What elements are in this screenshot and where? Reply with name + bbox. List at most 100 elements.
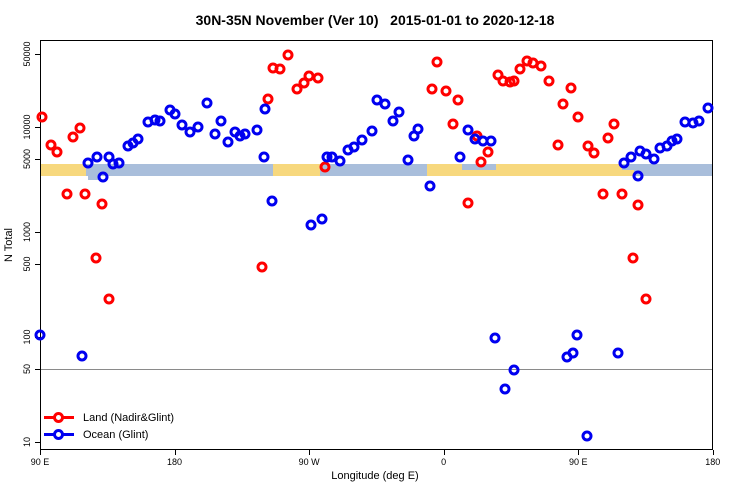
ocean-data-point <box>567 347 579 359</box>
ocean-data-point <box>462 124 474 136</box>
y-axis-title: N Total <box>3 227 15 263</box>
ocean-data-point <box>34 329 46 341</box>
ocean-data-point <box>192 121 204 133</box>
land-data-point <box>557 98 569 110</box>
land-data-point <box>508 75 520 87</box>
ocean-data-point <box>176 119 188 131</box>
land-data-point <box>312 72 324 84</box>
land-data-point <box>447 118 459 130</box>
surface-band-land <box>427 164 462 176</box>
ocean-data-point <box>387 115 399 127</box>
land-data-point <box>572 111 584 123</box>
land-data-point <box>291 83 303 95</box>
land-data-point <box>90 252 102 264</box>
land-data-point <box>482 146 494 158</box>
land-data-point <box>36 111 48 123</box>
legend-item-land: Land (Nadir&Glint) <box>44 409 174 426</box>
surface-band-ocean <box>633 164 713 176</box>
land-data-point <box>582 140 594 152</box>
ocean-data-point <box>671 133 683 145</box>
ocean-data-point <box>402 154 414 166</box>
land-data-point <box>45 139 57 151</box>
ocean-data-point <box>356 134 368 146</box>
ocean-data-point <box>258 151 270 163</box>
legend: Land (Nadir&Glint) Ocean (Glint) <box>44 409 174 443</box>
x-tick <box>578 450 580 455</box>
y-tick <box>35 127 40 128</box>
land-circle-icon <box>53 412 64 423</box>
ocean-data-point <box>693 115 705 127</box>
ocean-data-point <box>454 151 466 163</box>
legend-label-land: Land (Nadir&Glint) <box>83 411 175 424</box>
surface-band-ocean <box>86 164 274 176</box>
land-data-point <box>514 63 526 75</box>
ocean-data-point <box>201 97 213 109</box>
ocean-data-point <box>393 106 405 118</box>
land-data-point <box>274 63 286 75</box>
legend-item-ocean: Ocean (Glint) <box>44 426 174 443</box>
ocean-data-point <box>648 153 660 165</box>
ocean-data-point <box>169 108 181 120</box>
ocean-data-point <box>348 141 360 153</box>
ocean-data-point <box>215 115 227 127</box>
legend-label-ocean: Ocean (Glint) <box>83 428 149 441</box>
ocean-data-point <box>412 123 424 135</box>
land-data-point <box>282 49 294 61</box>
land-data-point <box>602 132 614 144</box>
land-data-point <box>79 188 91 200</box>
ocean-data-point <box>571 329 583 341</box>
ocean-data-point <box>184 126 196 138</box>
surface-band-land <box>461 170 496 176</box>
land-data-point <box>61 188 73 200</box>
ocean-circle-icon <box>53 429 64 440</box>
ocean-data-point <box>266 195 278 207</box>
land-data-point <box>475 156 487 168</box>
ocean-data-point <box>251 124 263 136</box>
chart-title: 30N-35N November (Ver 10) 2015-01-01 to … <box>195 12 555 28</box>
x-tick <box>712 450 714 455</box>
plot-border <box>40 40 713 450</box>
ocean-data-point <box>259 103 271 115</box>
y-tick <box>35 442 40 443</box>
ocean-data-point <box>625 151 637 163</box>
y-tick <box>35 158 40 160</box>
ocean-data-point <box>97 171 109 183</box>
surface-band-land <box>40 164 87 176</box>
land-data-point <box>597 188 609 200</box>
x-tick-label: 90 E <box>568 457 588 467</box>
y-tick <box>35 368 40 370</box>
land-data-point <box>319 161 331 173</box>
land-data-point <box>51 146 63 158</box>
ocean-data-point <box>305 219 317 231</box>
land-data-point <box>74 122 86 134</box>
y-tick <box>35 263 40 265</box>
land-data-point <box>440 85 452 97</box>
land-data-point <box>552 139 564 151</box>
surface-band-land <box>621 170 634 176</box>
ocean-data-point <box>424 180 436 192</box>
x-tick-label: 180 <box>705 457 721 467</box>
surface-band-ocean <box>319 164 428 176</box>
y-tick <box>35 232 40 233</box>
land-data-point <box>543 75 555 87</box>
x-axis-title: Longitude (deg E) <box>331 470 419 482</box>
ocean-data-point <box>489 332 501 344</box>
x-tick-label: 90 W <box>298 457 320 467</box>
land-data-point <box>67 131 79 143</box>
land-data-point <box>535 60 547 72</box>
surface-band-ocean <box>87 176 100 180</box>
ocean-data-point <box>132 133 144 145</box>
ocean-data-point <box>632 170 644 182</box>
ocean-data-point <box>82 157 94 169</box>
land-data-point <box>426 83 438 95</box>
y-tick <box>35 53 40 55</box>
land-data-point <box>96 198 108 210</box>
x-tick-label: 0 <box>441 457 447 467</box>
ocean-data-point <box>508 364 520 376</box>
land-data-point <box>640 293 652 305</box>
ocean-data-point <box>581 430 593 442</box>
ocean-data-point <box>379 98 391 110</box>
surface-band-land <box>273 164 320 176</box>
